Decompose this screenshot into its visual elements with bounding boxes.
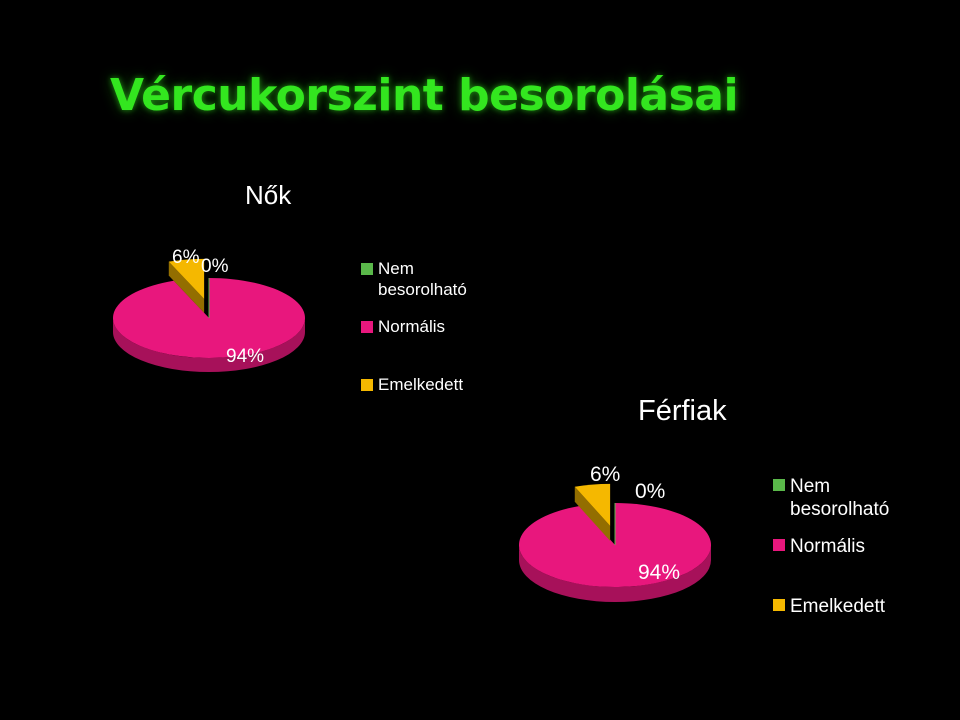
data-label-nem-besorolhato: 0% <box>635 480 665 503</box>
pie-svg: 0% 94% 6% <box>519 463 711 602</box>
chart-title: Férfiak <box>638 395 727 427</box>
pie-chart-nok: Nők 0% 94% 6% Nem besorolható Normális Eme… <box>105 175 525 415</box>
legend-label: Nem besorolható <box>378 259 467 299</box>
data-label-normalis: 94% <box>638 561 680 584</box>
legend-label: Normális <box>790 536 865 557</box>
legend-swatch <box>361 263 373 275</box>
pie-slice-emelkedett <box>168 258 205 313</box>
legend-item-emelkedett: Emelkedett <box>773 595 885 618</box>
legend-swatch <box>361 379 373 391</box>
legend-item-emelkedett: Emelkedett <box>361 375 463 396</box>
legend-label: Emelkedett <box>790 596 886 617</box>
data-label-normalis: 94% <box>226 346 264 367</box>
pie-svg: 0% 94% 6% <box>112 247 305 372</box>
legend-swatch <box>773 539 785 551</box>
legend-item-normalis: Normális <box>773 535 865 558</box>
legend-swatch <box>361 321 373 333</box>
pie-slice-emelkedett <box>574 483 611 541</box>
legend-item-nem-besorolhato: Nem besorolható <box>773 475 889 521</box>
legend-label: Nem besorolható <box>790 476 890 521</box>
legend-swatch <box>773 479 785 491</box>
legend-item-nem-besorolhato: Nem besorolható <box>361 259 467 300</box>
slide-title: Vércukorszint besorolásai <box>110 70 739 121</box>
chart-title: Nők <box>245 180 292 210</box>
data-label-emelkedett: 6% <box>590 463 620 486</box>
legend-swatch <box>773 599 785 611</box>
data-label-emelkedett: 6% <box>172 247 200 268</box>
legend-label: Normális <box>378 317 446 336</box>
legend-label: Emelkedett <box>378 375 464 394</box>
data-label-nem-besorolhato: 0% <box>201 256 229 277</box>
pie-chart-ferfiak: Férfiak 0% 94% 6% Nem besorolható Normális… <box>518 395 948 645</box>
legend-item-normalis: Normális <box>361 317 445 338</box>
